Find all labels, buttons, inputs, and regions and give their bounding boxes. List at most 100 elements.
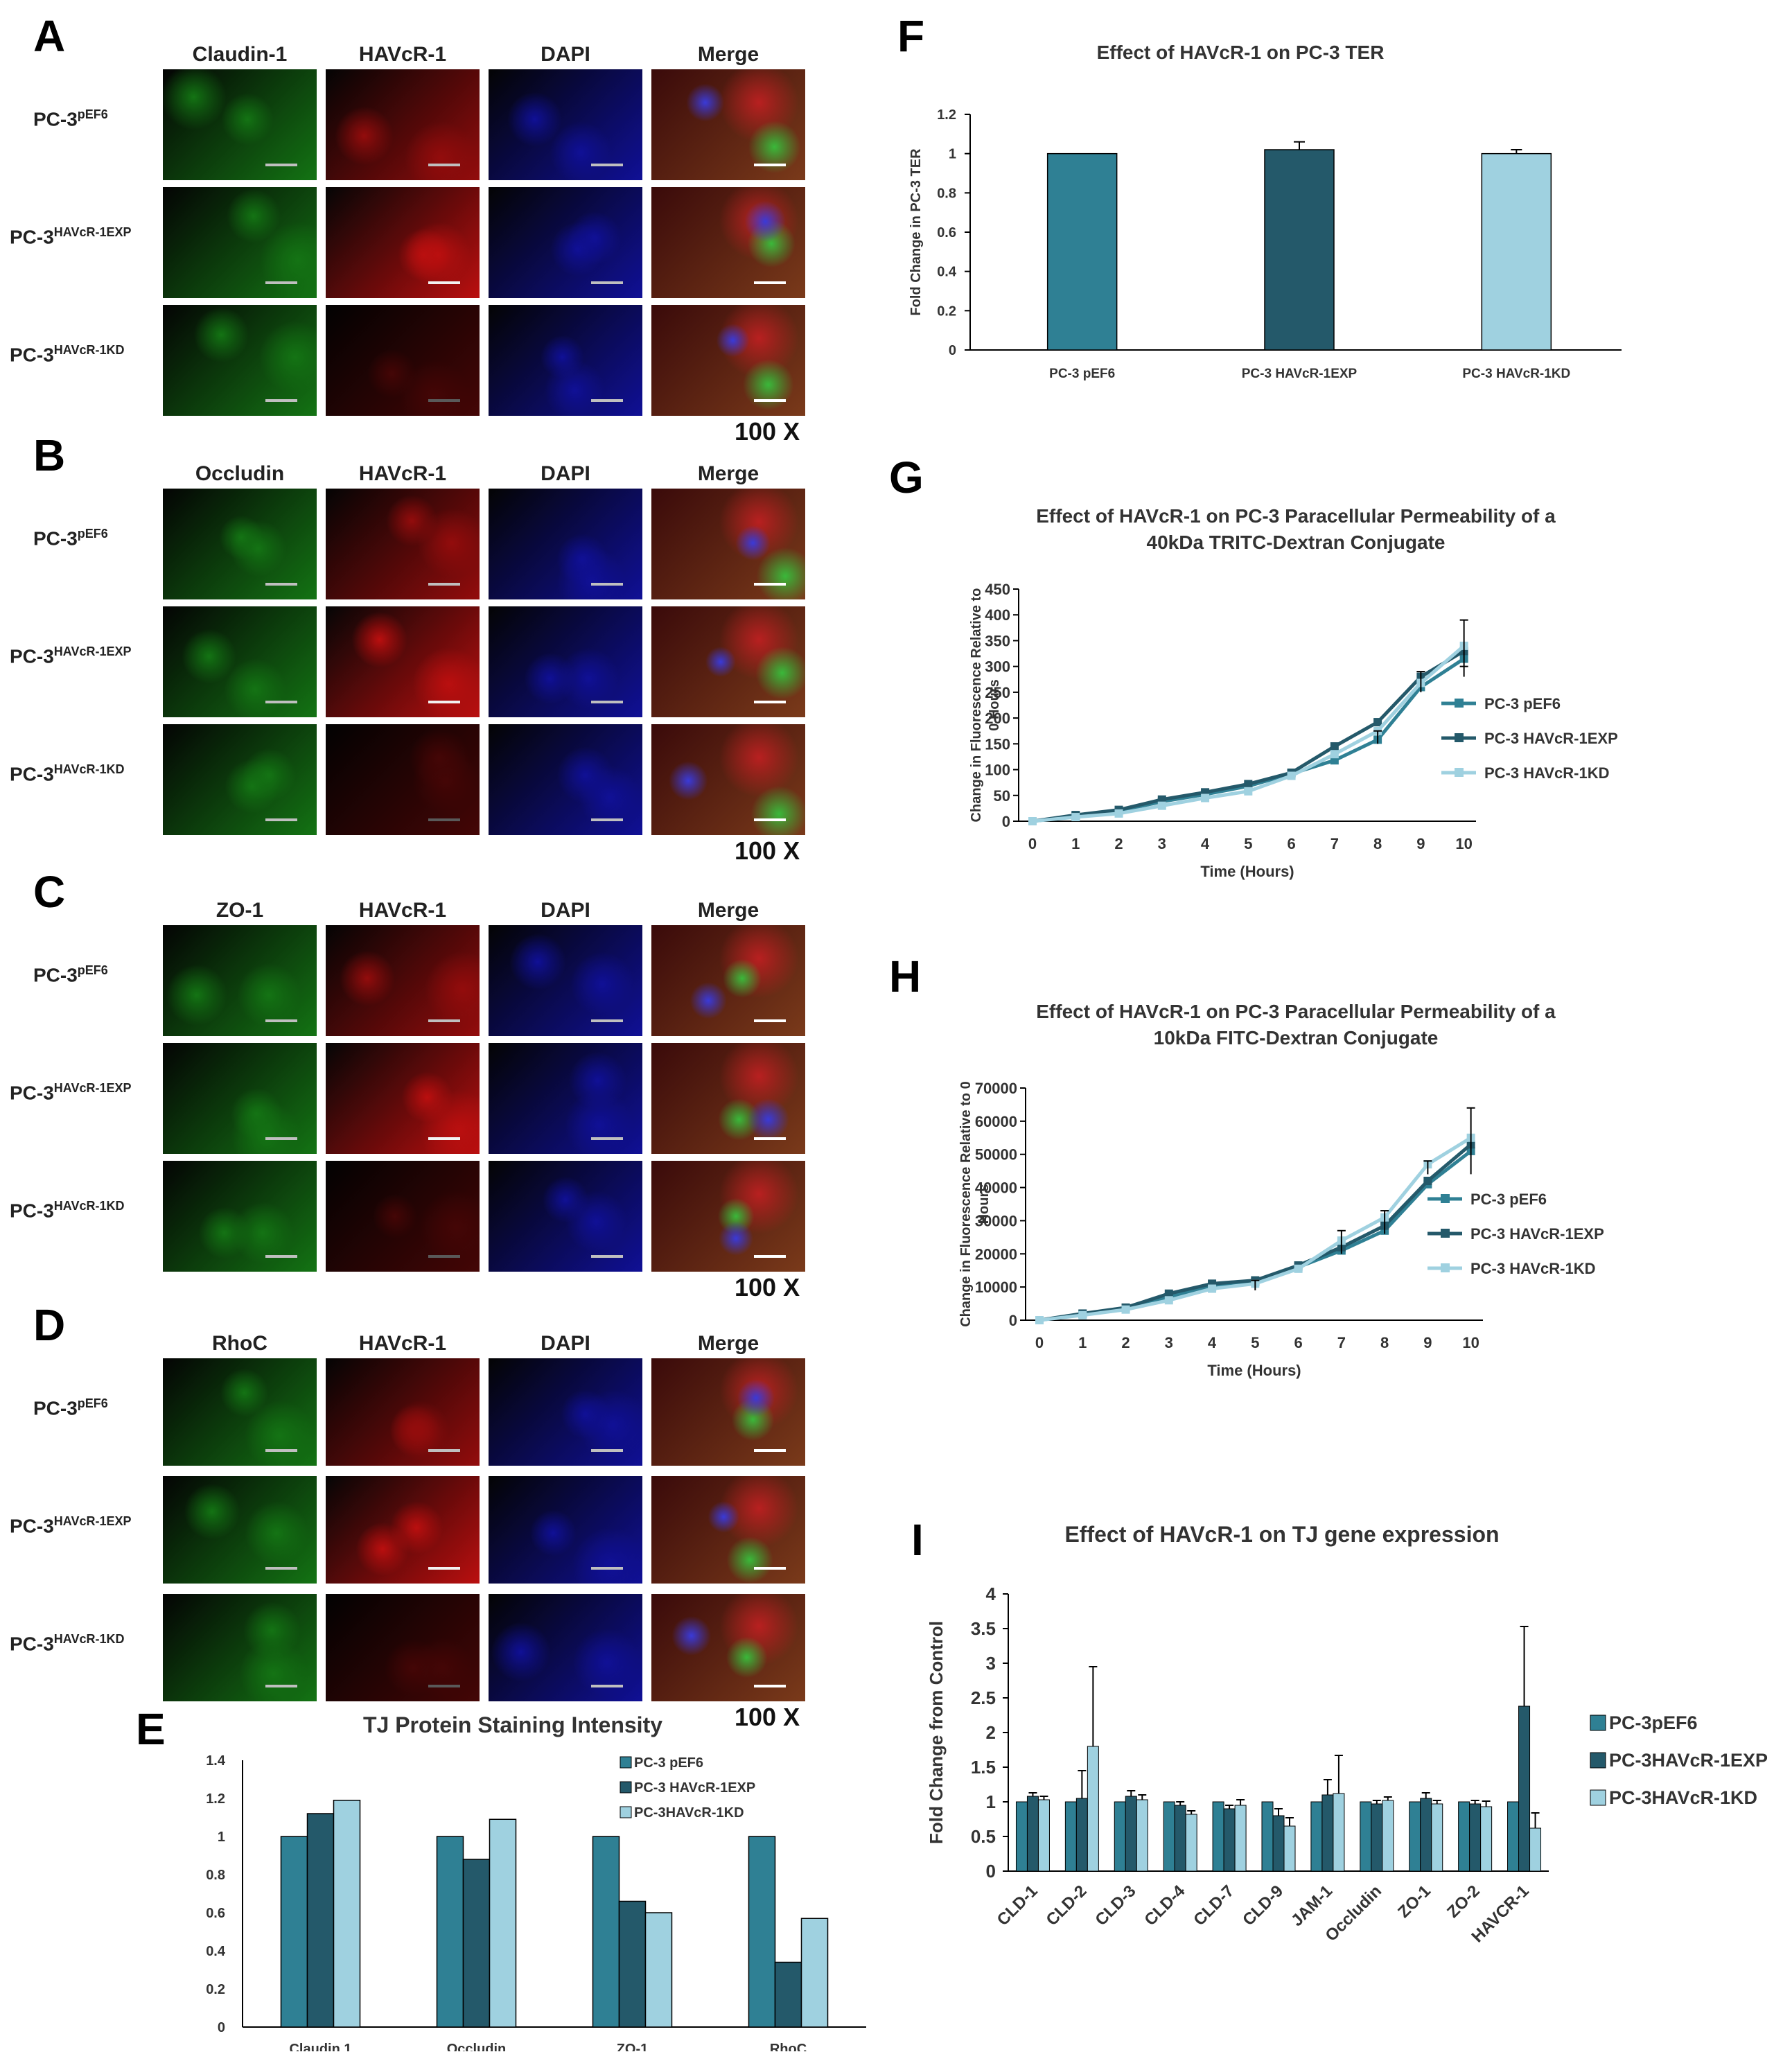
scale-bar [591, 164, 623, 166]
chart-h-legend-label: PC-3 HAVcR-1EXP [1470, 1225, 1604, 1243]
chart-g-svg: Effect of HAVcR-1 on PC-3 Paracellular P… [969, 506, 1618, 880]
column-header-havcr-1: HAVcR-1 [358, 1332, 447, 1355]
scale-bar [428, 701, 460, 703]
chart-h-point [1208, 1284, 1217, 1293]
chart-e-bar [644, 1912, 673, 2028]
micrograph-b-dapi-pef6 [489, 489, 642, 599]
row-label-havcr-1exp: PC-3HAVcR-1EXP [10, 1081, 132, 1104]
scale-bar [265, 1449, 297, 1452]
chart-i-bar [1360, 1801, 1372, 1872]
chart-e-legend-label: PC-3 pEF6 [634, 1755, 703, 1771]
micrograph-d-havcr-1-pef6 [326, 1358, 480, 1466]
chart-g-xlabel: Time (Hours) [1200, 863, 1294, 880]
chart-g-point [1330, 742, 1339, 751]
micrograph-a-claudin-1-pef6 [163, 69, 317, 180]
micrograph-b-dapi-havcr-1kd [489, 724, 642, 835]
scale-bar [591, 1449, 623, 1452]
panel-letter-g: G [889, 453, 924, 502]
chart-e-bar [333, 1800, 361, 2028]
chart-g-subtitle: 40kDa TRITC-Dextran Conjugate [1147, 532, 1446, 553]
chart-g-legend-marker [1455, 768, 1464, 777]
chart-e-bar [618, 1900, 647, 2028]
column-header-occludin: Occludin [195, 462, 285, 485]
micrograph-c-zo-1-pef6 [163, 925, 317, 1036]
chart-i-bar [1518, 1705, 1531, 1872]
chart-e-bar [280, 1836, 308, 2028]
chart-i-bar [1529, 1827, 1542, 1872]
scale-bar [265, 1685, 297, 1687]
chart-g-xtick: 10 [1455, 835, 1472, 852]
chart-g-point [1201, 793, 1210, 803]
chart-f-ylabel: Fold Change in PC-3 TER [908, 148, 924, 316]
chart-e-ytick: 1.4 [206, 1753, 226, 1769]
chart-i-bar [1223, 1808, 1236, 1872]
chart-h-ytick: 20000 [975, 1245, 1017, 1263]
chart-g-legend-label: PC-3 HAVcR-1KD [1484, 764, 1610, 782]
chart-i-bar [1458, 1801, 1470, 1872]
column-header-rhoc: RhoC [212, 1332, 267, 1355]
row-label-superscript: HAVcR-1KD [53, 762, 125, 776]
row-label-base: PC-3 [10, 1633, 54, 1655]
chart-g-point [1157, 801, 1166, 810]
chart-g-ytick: 350 [985, 632, 1010, 649]
column-header-zo-1: ZO-1 [216, 899, 264, 922]
chart-i-bar [1087, 1746, 1099, 1872]
row-label-base: PC-3 [10, 645, 54, 667]
chart-g-series-line [1032, 649, 1465, 823]
chart-f-ytick: 0.2 [937, 304, 956, 319]
row-label-superscript: HAVcR-1EXP [53, 1081, 132, 1095]
micrograph-b-havcr-1-havcr-1exp [326, 606, 480, 717]
magnification-label: 100 X [735, 1273, 800, 1301]
micrograph-c-zo-1-havcr-1exp [163, 1043, 317, 1154]
chart-h-legend-marker [1441, 1263, 1450, 1272]
row-label-superscript: HAVcR-1KD [53, 343, 125, 357]
chart-g-xtick: 9 [1416, 835, 1425, 852]
micrograph-d-rhoc-havcr-1exp [163, 1476, 317, 1584]
chart-h-ytick: 50000 [975, 1146, 1017, 1164]
row-label-base: PC-3 [10, 763, 54, 785]
chart-e-bar [436, 1836, 464, 2028]
panel-letter-e: E [136, 1704, 166, 1754]
chart-i-bar [1371, 1803, 1383, 1872]
micrograph-c-dapi-pef6 [489, 925, 642, 1036]
row-label-superscript: HAVcR-1EXP [53, 225, 132, 239]
chart-i-legend-swatch [1590, 1715, 1606, 1731]
chart-g-xtick: 7 [1330, 835, 1339, 852]
row-label-base: PC-3 [33, 964, 78, 986]
micrograph-b-havcr-1-havcr-1kd [326, 724, 480, 835]
scale-bar [428, 583, 460, 586]
chart-i-ytick: 1.5 [971, 1757, 996, 1778]
micrograph-d-merge-pef6 [651, 1358, 805, 1466]
chart-i-ytick: 3 [986, 1653, 996, 1674]
micrograph-c-merge-pef6 [651, 925, 805, 1036]
chart-i-bar [1185, 1814, 1197, 1872]
chart-h-ytick: 30000 [975, 1212, 1017, 1229]
chart-e-bar [489, 1818, 517, 2028]
chart-i-xtick: JAM-1 [1288, 1882, 1336, 1930]
scale-bar [428, 1567, 460, 1570]
micrograph-b-occludin-havcr-1kd [163, 724, 317, 835]
column-header-dapi: DAPI [541, 462, 590, 485]
chart-i-legend-swatch [1590, 1752, 1606, 1769]
chart-i-bar [1431, 1803, 1443, 1872]
chart-i-title: Effect of HAVcR-1 on TJ gene expression [1064, 1525, 1499, 1547]
row-label-superscript: HAVcR-1KD [53, 1199, 125, 1213]
chart-i-bar [1212, 1801, 1224, 1872]
scale-bar [428, 818, 460, 821]
chart-i-ytick: 3.5 [971, 1618, 996, 1639]
chart-g-point [1330, 750, 1339, 759]
column-header-merge: Merge [697, 1332, 759, 1355]
row-label-base: PC-3 [33, 1397, 78, 1419]
scale-bar [591, 1255, 623, 1258]
micrograph-b-havcr-1-pef6 [326, 489, 480, 599]
chart-g-legend-marker [1455, 733, 1464, 742]
chart-i-legend-swatch [1590, 1789, 1606, 1806]
chart-h-xtick: 4 [1208, 1334, 1217, 1351]
scale-bar [265, 281, 297, 284]
micrograph-c-merge-havcr-1exp [651, 1043, 805, 1154]
chart-e-ytick: 0.2 [206, 1982, 225, 1997]
row-label-base: PC-3 [33, 527, 78, 550]
scale-bar [428, 399, 460, 402]
row-label-superscript: pEF6 [77, 527, 108, 541]
chart-g: Effect of HAVcR-1 on PC-3 Paracellular P… [901, 506, 1788, 894]
